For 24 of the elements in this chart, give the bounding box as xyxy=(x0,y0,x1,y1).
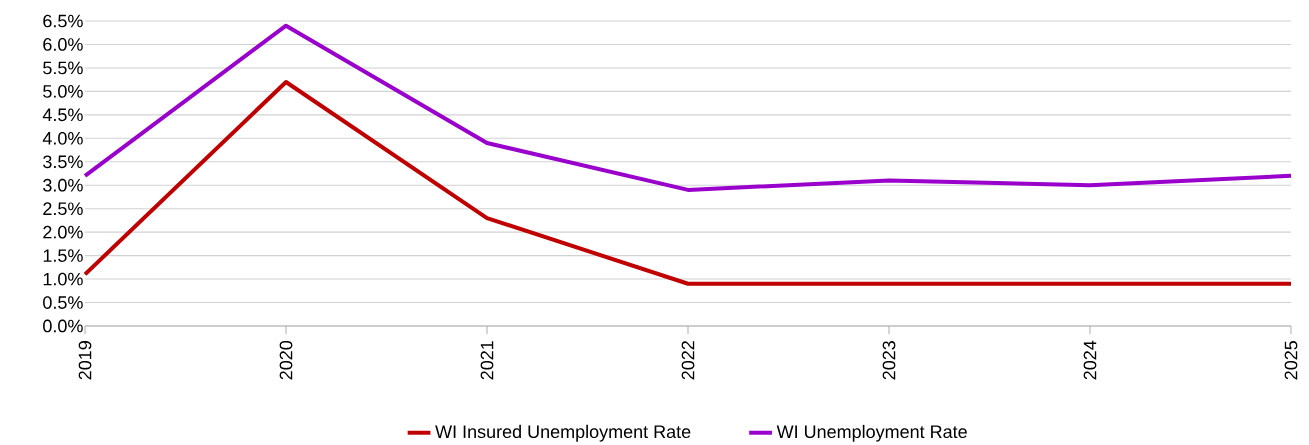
y-tick-label: 2.5% xyxy=(43,202,83,216)
legend-label: WI Insured Unemployment Rate xyxy=(435,424,691,442)
y-tick-label: 1.0% xyxy=(43,272,83,286)
y-tick-label: 4.5% xyxy=(42,108,83,122)
x-tick-label: 2025 xyxy=(1284,341,1298,380)
y-tick-label: 3.0% xyxy=(43,178,83,192)
x-tick-label: 2022 xyxy=(681,341,695,380)
x-tick-label: 2023 xyxy=(882,341,896,380)
x-tick-label: 2021 xyxy=(480,341,494,380)
y-tick-label: 0.0% xyxy=(43,319,83,333)
x-tick-label: 2024 xyxy=(1083,340,1097,380)
y-tick-label: 6.5% xyxy=(43,14,83,28)
y-tick-label: 5.0% xyxy=(43,85,83,98)
x-tick-label: 2019 xyxy=(78,341,92,380)
y-tick-label: 3.5% xyxy=(43,155,83,169)
y-tick-label: 5.5% xyxy=(43,61,83,75)
x-tick-label: 2020 xyxy=(279,340,293,380)
y-tick-label: 1.5% xyxy=(43,249,83,262)
line-series xyxy=(83,23,1293,192)
legend-label: WI Unemployment Rate xyxy=(776,424,967,442)
y-tick-label: 2.0% xyxy=(43,225,83,239)
y-tick-label: 0.5% xyxy=(43,296,83,309)
y-tick-label: 6.0% xyxy=(43,38,83,51)
y-tick-label: 4.0% xyxy=(42,131,83,145)
